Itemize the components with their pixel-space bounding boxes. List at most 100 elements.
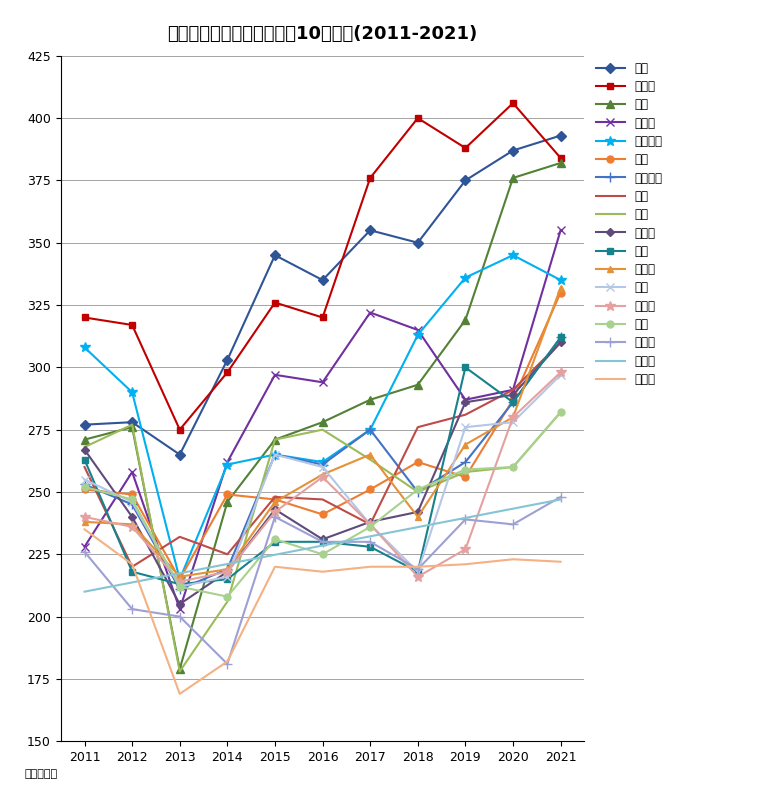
東品川 — [413, 507, 422, 516]
北品川 — [80, 542, 89, 552]
小山 — [318, 418, 327, 427]
荏原 — [318, 537, 327, 547]
中延 — [128, 420, 137, 430]
小山 — [80, 435, 89, 445]
旗の台 — [366, 562, 375, 571]
Line: 旗の台: 旗の台 — [84, 529, 561, 694]
南品川 — [223, 567, 232, 576]
東品川 — [509, 390, 518, 399]
北品川 — [128, 467, 137, 477]
Line: 東品川: 東品川 — [82, 340, 563, 607]
東品川 — [223, 567, 232, 576]
大崎 — [223, 355, 232, 365]
西五反田 — [223, 564, 232, 574]
二葉 — [270, 495, 279, 505]
上大崎 — [270, 298, 279, 308]
平塚 — [270, 450, 279, 459]
小山 — [461, 315, 470, 324]
大崎 — [366, 226, 375, 235]
平塚 — [366, 520, 375, 529]
北品川 — [461, 395, 470, 405]
平塚 — [556, 370, 565, 379]
平塚 — [509, 418, 518, 427]
南品川 — [556, 367, 565, 377]
旗の台 — [223, 657, 232, 666]
西五反田 — [461, 457, 470, 467]
西大井 — [556, 493, 565, 502]
小山 — [366, 395, 375, 405]
中延 — [223, 597, 232, 607]
小山 — [509, 173, 518, 183]
二葉 — [128, 489, 137, 499]
Line: 中延: 中延 — [84, 412, 561, 671]
平塚 — [461, 422, 470, 432]
戸越 — [366, 522, 375, 532]
北品川 — [413, 325, 422, 335]
北品川 — [366, 308, 375, 317]
北品川 — [175, 604, 184, 614]
Line: 平塚: 平塚 — [80, 371, 565, 591]
小山 — [128, 422, 137, 432]
西大井 — [461, 515, 470, 524]
東五反田 — [366, 425, 375, 434]
南品川 — [366, 520, 375, 529]
東品川 — [556, 338, 565, 347]
東大井 — [413, 512, 422, 522]
Line: 二葉: 二葉 — [81, 289, 564, 583]
上大崎 — [509, 98, 518, 108]
西五反田 — [509, 398, 518, 407]
南品川 — [509, 412, 518, 422]
大崎 — [270, 250, 279, 260]
西大井 — [80, 547, 89, 556]
平塚 — [175, 582, 184, 591]
荏原 — [128, 567, 137, 576]
大崎 — [318, 275, 327, 285]
東五反田 — [413, 330, 422, 340]
東品川 — [270, 505, 279, 514]
東品川 — [366, 517, 375, 527]
二葉 — [175, 575, 184, 584]
大井 — [223, 549, 232, 559]
西五反田 — [556, 332, 565, 342]
小山 — [223, 497, 232, 507]
Line: 上大崎: 上大崎 — [81, 100, 564, 433]
東五反田 — [556, 275, 565, 285]
上大崎 — [461, 143, 470, 153]
Text: 単位：万円: 単位：万円 — [24, 768, 57, 779]
旗の台 — [128, 559, 137, 569]
南品川 — [461, 544, 470, 554]
平塚 — [128, 497, 137, 507]
平塚 — [413, 567, 422, 576]
荏原 — [366, 542, 375, 552]
大井 — [175, 532, 184, 542]
二葉 — [318, 509, 327, 519]
荏原 — [223, 575, 232, 584]
大井 — [270, 493, 279, 502]
中延 — [413, 487, 422, 497]
大崎 — [175, 450, 184, 459]
東五反田 — [128, 387, 137, 397]
東五反田 — [223, 460, 232, 469]
東五反田 — [509, 250, 518, 260]
南品川 — [175, 577, 184, 587]
中延 — [270, 435, 279, 445]
西大井 — [223, 659, 232, 669]
中延 — [175, 666, 184, 676]
上大崎 — [318, 312, 327, 322]
Line: 西五反田: 西五反田 — [80, 332, 565, 594]
南品川 — [128, 522, 137, 532]
戸越 — [175, 582, 184, 591]
荏原 — [80, 455, 89, 465]
平塚 — [223, 572, 232, 582]
大井 — [413, 422, 422, 432]
北品川 — [318, 378, 327, 387]
東大井 — [223, 564, 232, 574]
東品川 — [461, 398, 470, 407]
旗の台 — [80, 524, 89, 534]
東品川 — [175, 599, 184, 609]
大井 — [80, 462, 89, 472]
中延 — [318, 425, 327, 434]
中延 — [80, 442, 89, 452]
上大崎 — [175, 425, 184, 434]
東大井 — [461, 440, 470, 450]
